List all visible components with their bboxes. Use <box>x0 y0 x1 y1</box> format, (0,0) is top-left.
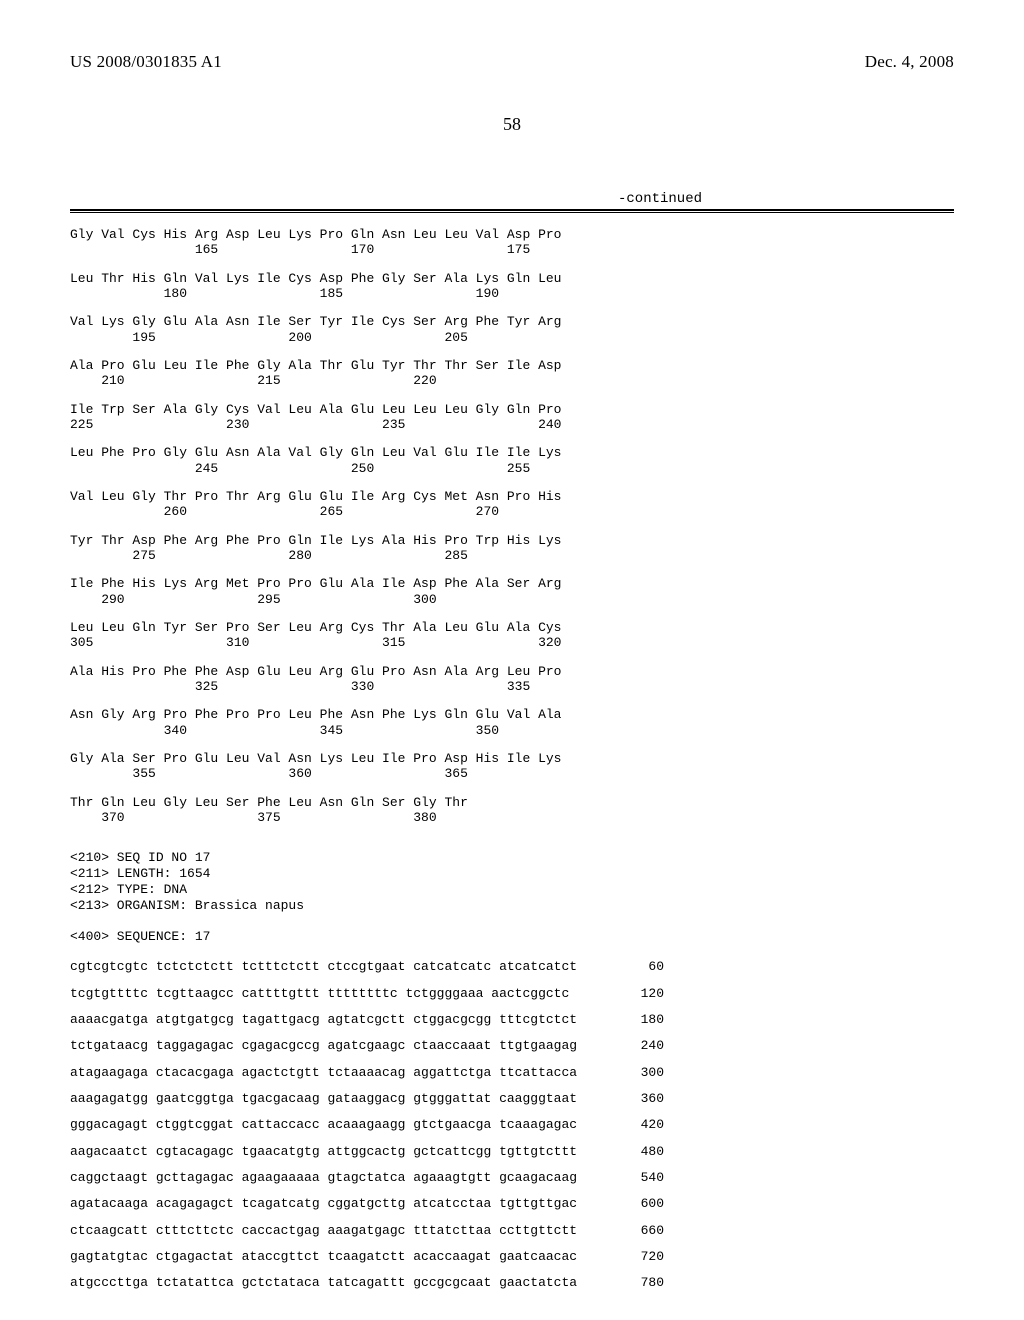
position-number-line: 195 200 205 <box>70 330 954 345</box>
amino-acid-line: Tyr Thr Asp Phe Arg Phe Pro Gln Ile Lys … <box>70 533 954 548</box>
rule-lines <box>70 209 954 213</box>
protein-row: Tyr Thr Asp Phe Arg Phe Pro Gln Ile Lys … <box>70 533 954 564</box>
dna-position-number: 660 <box>614 1223 664 1238</box>
position-number-line: 245 250 255 <box>70 461 954 476</box>
page-number: 58 <box>70 114 954 135</box>
page-header: US 2008/0301835 A1 Dec. 4, 2008 <box>70 52 954 72</box>
amino-acid-line: Leu Leu Gln Tyr Ser Pro Ser Leu Arg Cys … <box>70 620 954 635</box>
dna-row: aaaacgatga atgtgatgcg tagattgacg agtatcg… <box>70 1012 954 1027</box>
amino-acid-line: Ala Pro Glu Leu Ile Phe Gly Ala Thr Glu … <box>70 358 954 373</box>
page-container: US 2008/0301835 A1 Dec. 4, 2008 58 -cont… <box>0 0 1024 1320</box>
amino-acid-line: Ala His Pro Phe Phe Asp Glu Leu Arg Glu … <box>70 664 954 679</box>
protein-row: Gly Ala Ser Pro Glu Leu Val Asn Lys Leu … <box>70 751 954 782</box>
dna-row: agatacaaga acagagagct tcagatcatg cggatgc… <box>70 1196 954 1211</box>
protein-row: Thr Gln Leu Gly Leu Ser Phe Leu Asn Gln … <box>70 795 954 826</box>
protein-row: Leu Thr His Gln Val Lys Ile Cys Asp Phe … <box>70 271 954 302</box>
amino-acid-line: Gly Ala Ser Pro Glu Leu Val Asn Lys Leu … <box>70 751 954 766</box>
dna-position-number: 300 <box>614 1065 664 1080</box>
dna-position-number: 720 <box>614 1249 664 1264</box>
dna-seq-text: aaagagatgg gaatcggtga tgacgacaag gataagg… <box>70 1091 590 1106</box>
publication-number: US 2008/0301835 A1 <box>70 52 222 72</box>
dna-position-number: 360 <box>614 1091 664 1106</box>
protein-sequence-block: Gly Val Cys His Arg Asp Leu Lys Pro Gln … <box>70 227 954 838</box>
protein-row: Ile Phe His Lys Arg Met Pro Pro Glu Ala … <box>70 576 954 607</box>
rule-top <box>70 209 954 211</box>
dna-row: cgtcgtcgtc tctctctctt tctttctctt ctccgtg… <box>70 959 954 974</box>
position-number-line: 225 230 235 240 <box>70 417 954 432</box>
dna-seq-text: tctgataacg taggagagac cgagacgccg agatcga… <box>70 1038 590 1053</box>
dna-row: atagaagaga ctacacgaga agactctgtt tctaaaa… <box>70 1065 954 1080</box>
protein-row: Val Leu Gly Thr Pro Thr Arg Glu Glu Ile … <box>70 489 954 520</box>
protein-row: Leu Leu Gln Tyr Ser Pro Ser Leu Arg Cys … <box>70 620 954 651</box>
dna-seq-text: atgcccttga tctatattca gctctataca tatcaga… <box>70 1275 590 1290</box>
amino-acid-line: Leu Phe Pro Gly Glu Asn Ala Val Gly Gln … <box>70 445 954 460</box>
protein-row: Ala Pro Glu Leu Ile Phe Gly Ala Thr Glu … <box>70 358 954 389</box>
protein-row: Leu Phe Pro Gly Glu Asn Ala Val Gly Gln … <box>70 445 954 476</box>
position-number-line: 180 185 190 <box>70 286 954 301</box>
position-number-line: 260 265 270 <box>70 504 954 519</box>
publication-date: Dec. 4, 2008 <box>865 52 954 72</box>
amino-acid-line: Val Leu Gly Thr Pro Thr Arg Glu Glu Ile … <box>70 489 954 504</box>
dna-seq-text: gggacagagt ctggtcggat cattaccacc acaaaga… <box>70 1117 590 1132</box>
dna-row: tctgataacg taggagagac cgagacgccg agatcga… <box>70 1038 954 1053</box>
dna-row: ctcaagcatt ctttcttctc caccactgag aaagatg… <box>70 1223 954 1238</box>
continued-label: -continued <box>122 191 902 207</box>
amino-acid-line: Asn Gly Arg Pro Phe Pro Pro Leu Phe Asn … <box>70 707 954 722</box>
protein-row: Gly Val Cys His Arg Asp Leu Lys Pro Gln … <box>70 227 954 258</box>
dna-row: aagacaatct cgtacagagc tgaacatgtg attggca… <box>70 1144 954 1159</box>
position-number-line: 355 360 365 <box>70 766 954 781</box>
position-number-line: 370 375 380 <box>70 810 954 825</box>
position-number-line: 290 295 300 <box>70 592 954 607</box>
dna-position-number: 780 <box>614 1275 664 1290</box>
dna-position-number: 600 <box>614 1196 664 1211</box>
dna-row: gggacagagt ctggtcggat cattaccacc acaaaga… <box>70 1117 954 1132</box>
dna-seq-text: gagtatgtac ctgagactat ataccgttct tcaagat… <box>70 1249 590 1264</box>
sequence-metadata: <210> SEQ ID NO 17 <211> LENGTH: 1654 <2… <box>70 850 954 945</box>
dna-seq-text: atagaagaga ctacacgaga agactctgtt tctaaaa… <box>70 1065 590 1080</box>
protein-row: Ile Trp Ser Ala Gly Cys Val Leu Ala Glu … <box>70 402 954 433</box>
dna-seq-text: aaaacgatga atgtgatgcg tagattgacg agtatcg… <box>70 1012 590 1027</box>
protein-row: Ala His Pro Phe Phe Asp Glu Leu Arg Glu … <box>70 664 954 695</box>
position-number-line: 340 345 350 <box>70 723 954 738</box>
dna-row: gagtatgtac ctgagactat ataccgttct tcaagat… <box>70 1249 954 1264</box>
protein-row: Val Lys Gly Glu Ala Asn Ile Ser Tyr Ile … <box>70 314 954 345</box>
dna-position-number: 240 <box>614 1038 664 1053</box>
dna-position-number: 480 <box>614 1144 664 1159</box>
position-number-line: 325 330 335 <box>70 679 954 694</box>
amino-acid-line: Thr Gln Leu Gly Leu Ser Phe Leu Asn Gln … <box>70 795 954 810</box>
dna-seq-text: tcgtgttttc tcgttaagcc cattttgttt ttttttt… <box>70 986 590 1001</box>
amino-acid-line: Leu Thr His Gln Val Lys Ile Cys Asp Phe … <box>70 271 954 286</box>
dna-position-number: 60 <box>614 959 664 974</box>
dna-row: aaagagatgg gaatcggtga tgacgacaag gataagg… <box>70 1091 954 1106</box>
amino-acid-line: Val Lys Gly Glu Ala Asn Ile Ser Tyr Ile … <box>70 314 954 329</box>
position-number-line: 305 310 315 320 <box>70 635 954 650</box>
dna-sequence-block: cgtcgtcgtc tctctctctt tctttctctt ctccgtg… <box>70 959 954 1290</box>
rule-bottom <box>70 212 954 213</box>
amino-acid-line: Ile Phe His Lys Arg Met Pro Pro Glu Ala … <box>70 576 954 591</box>
amino-acid-line: Gly Val Cys His Arg Asp Leu Lys Pro Gln … <box>70 227 954 242</box>
dna-seq-text: aagacaatct cgtacagagc tgaacatgtg attggca… <box>70 1144 590 1159</box>
dna-position-number: 540 <box>614 1170 664 1185</box>
dna-position-number: 420 <box>614 1117 664 1132</box>
dna-seq-text: caggctaagt gcttagagac agaagaaaaa gtagcta… <box>70 1170 590 1185</box>
dna-seq-text: cgtcgtcgtc tctctctctt tctttctctt ctccgtg… <box>70 959 590 974</box>
dna-row: caggctaagt gcttagagac agaagaaaaa gtagcta… <box>70 1170 954 1185</box>
dna-seq-text: agatacaaga acagagagct tcagatcatg cggatgc… <box>70 1196 590 1211</box>
amino-acid-line: Ile Trp Ser Ala Gly Cys Val Leu Ala Glu … <box>70 402 954 417</box>
position-number-line: 275 280 285 <box>70 548 954 563</box>
dna-seq-text: ctcaagcatt ctttcttctc caccactgag aaagatg… <box>70 1223 590 1238</box>
position-number-line: 165 170 175 <box>70 242 954 257</box>
dna-position-number: 180 <box>614 1012 664 1027</box>
protein-row: Asn Gly Arg Pro Phe Pro Pro Leu Phe Asn … <box>70 707 954 738</box>
dna-row: atgcccttga tctatattca gctctataca tatcaga… <box>70 1275 954 1290</box>
dna-position-number: 120 <box>614 986 664 1001</box>
dna-row: tcgtgttttc tcgttaagcc cattttgttt ttttttt… <box>70 986 954 1001</box>
position-number-line: 210 215 220 <box>70 373 954 388</box>
